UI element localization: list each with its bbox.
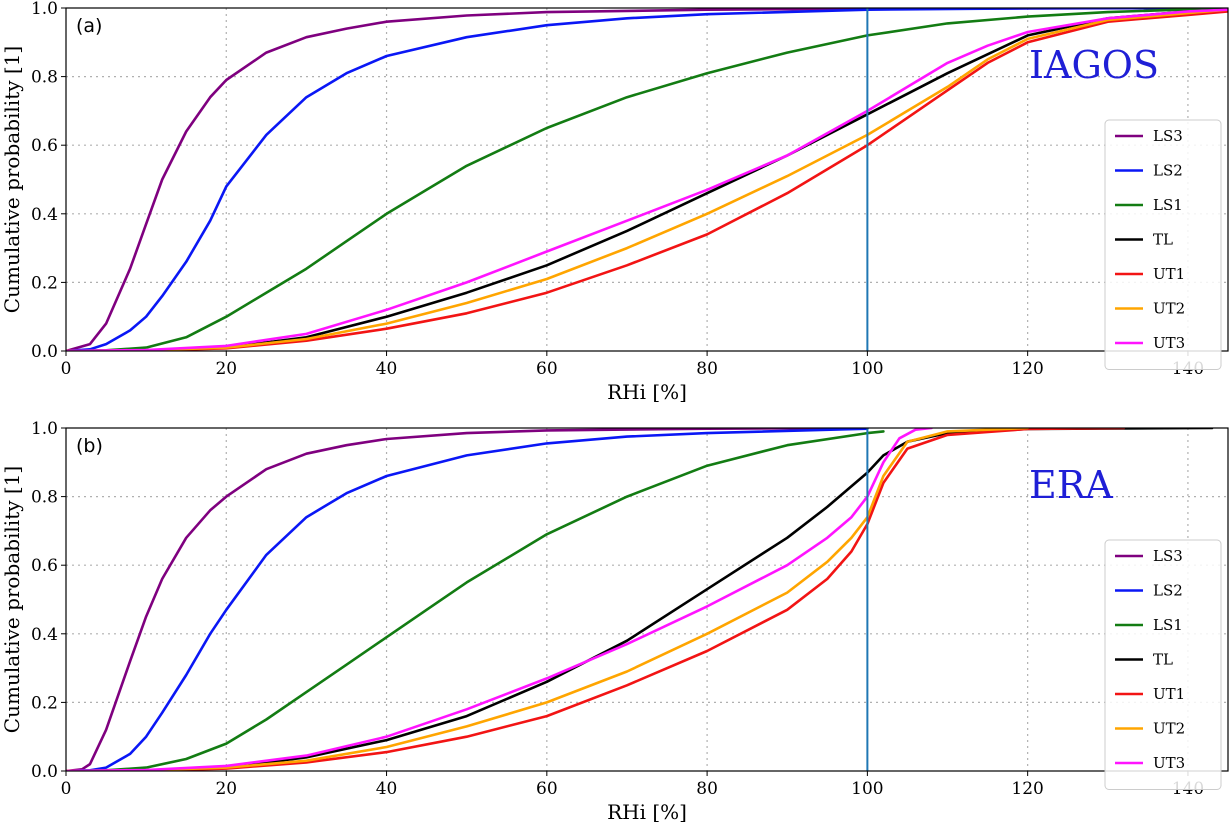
legend-label-ut1: UT1 — [1153, 265, 1185, 283]
series-group — [66, 428, 1214, 771]
x-tick-label: 20 — [215, 359, 237, 379]
x-tick-label: 0 — [61, 359, 72, 379]
y-axis-title: Cumulative probability [1] — [0, 466, 24, 733]
y-tick-label: 1.0 — [31, 0, 58, 19]
panel-a-iagos: 0204060801001201400.00.20.40.60.81.0RHi … — [0, 0, 1229, 404]
x-tick-label: 120 — [1011, 359, 1043, 379]
y-tick-label: 0.0 — [31, 342, 58, 362]
panel-label: (b) — [76, 435, 103, 457]
y-tick-label: 0.8 — [31, 488, 58, 508]
x-tick-label: 100 — [851, 359, 883, 379]
y-tick-label: 0.8 — [31, 68, 58, 88]
panel-b-era: 0204060801001201400.00.20.40.60.81.0RHi … — [0, 419, 1229, 824]
series-line-ut1 — [66, 10, 1228, 351]
x-axis-title: RHi [%] — [607, 380, 687, 404]
x-tick-label: 80 — [696, 779, 718, 799]
x-tick-label: 100 — [851, 779, 883, 799]
series-line-ls1 — [66, 430, 885, 771]
legend-label-ls2: LS2 — [1153, 582, 1183, 600]
y-tick-label: 1.0 — [31, 419, 58, 439]
series-line-ut2 — [66, 428, 1029, 771]
legend-label-ut3: UT3 — [1153, 754, 1185, 772]
dataset-label: IAGOS — [1029, 43, 1159, 87]
legend-label-ut2: UT2 — [1153, 300, 1185, 318]
y-axis-title: Cumulative probability [1] — [0, 46, 24, 313]
x-tick-label: 0 — [61, 779, 72, 799]
y-tick-label: 0.2 — [31, 273, 58, 293]
legend: LS3 LS2 LS1 TL UT1 UT2 UT3 — [1104, 119, 1222, 370]
x-tick-label: 40 — [376, 359, 398, 379]
series-line-ls2 — [66, 428, 869, 771]
legend-box — [1104, 539, 1222, 790]
legend-label-tl: TL — [1153, 231, 1173, 249]
series-line-ut1 — [66, 428, 1126, 771]
x-axis-title: RHi [%] — [607, 800, 687, 824]
x-tick-label: 80 — [696, 359, 718, 379]
series-line-ls3 — [66, 428, 869, 771]
y-tick-label: 0.4 — [31, 205, 58, 225]
series-line-ut3 — [66, 8, 1228, 351]
y-tick-label: 0.4 — [31, 625, 58, 645]
x-tick-label: 20 — [215, 779, 237, 799]
x-tick-label: 60 — [536, 779, 558, 799]
legend: LS3 LS2 LS1 TL UT1 UT2 UT3 — [1104, 539, 1222, 790]
legend-label-ls1: LS1 — [1153, 196, 1183, 214]
legend-label-ut2: UT2 — [1153, 720, 1185, 738]
series-line-ut2 — [66, 8, 1228, 351]
plot-frame — [65, 7, 1229, 352]
series-line-ls3 — [66, 8, 1228, 351]
dataset-label: ERA — [1029, 463, 1113, 507]
y-tick-label: 0.6 — [31, 556, 58, 576]
y-tick-label: 0.2 — [31, 693, 58, 713]
x-tick-label: 120 — [1011, 779, 1043, 799]
plot-frame — [65, 427, 1229, 772]
panel-label: (a) — [76, 15, 102, 37]
legend-label-ut3: UT3 — [1153, 334, 1185, 352]
x-tick-label: 60 — [536, 359, 558, 379]
legend-label-tl: TL — [1153, 651, 1173, 669]
y-tick-label: 0.6 — [31, 136, 58, 156]
y-tick-label: 0.0 — [31, 762, 58, 782]
legend-label-ls2: LS2 — [1153, 162, 1183, 180]
series-group — [66, 8, 1228, 351]
series-line-ls2 — [66, 8, 1228, 351]
legend-label-ut1: UT1 — [1153, 685, 1185, 703]
legend-label-ls3: LS3 — [1153, 127, 1183, 145]
legend-label-ls3: LS3 — [1153, 547, 1183, 565]
x-tick-label: 40 — [376, 779, 398, 799]
series-line-ls1 — [66, 8, 1228, 351]
legend-box — [1104, 119, 1222, 370]
series-line-ut3 — [66, 428, 933, 771]
legend-label-ls1: LS1 — [1153, 616, 1183, 634]
